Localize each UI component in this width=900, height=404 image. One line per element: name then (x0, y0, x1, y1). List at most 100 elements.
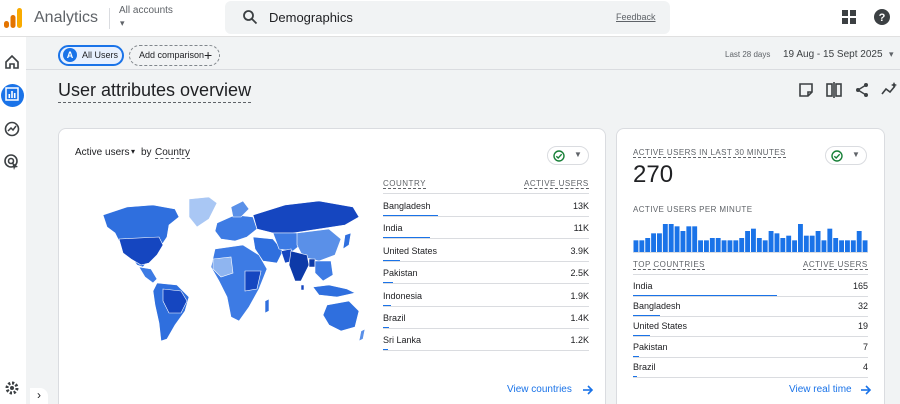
per-minute-bar[interactable] (839, 240, 845, 252)
per-minute-bar[interactable] (698, 240, 704, 252)
per-minute-bar[interactable] (668, 224, 674, 252)
arrow-right-icon[interactable] (860, 384, 872, 396)
per-minute-bar[interactable] (803, 235, 809, 252)
search-bar[interactable] (225, 1, 670, 34)
per-minute-bar[interactable] (715, 238, 721, 252)
table-row-divider (633, 356, 868, 358)
metric-selector[interactable]: Active users (75, 147, 130, 158)
per-minute-bar[interactable] (862, 240, 868, 252)
add-comparison-label: Add comparison (139, 50, 205, 60)
share-icon[interactable] (854, 82, 870, 98)
compare-icon[interactable] (826, 82, 842, 98)
table-row-name[interactable]: United States (633, 321, 688, 332)
date-range-label[interactable]: Last 28 days (725, 50, 771, 59)
per-minute-bar[interactable] (745, 231, 751, 252)
per-minute-bar[interactable] (662, 224, 668, 252)
col-header-realtime-users[interactable]: ACTIVE USERS (803, 260, 868, 270)
realtime-table-divider (633, 274, 868, 275)
per-minute-bar[interactable] (633, 240, 639, 252)
table-row-name[interactable]: India (383, 223, 403, 234)
table-row-name[interactable]: Bangladesh (383, 201, 431, 211)
per-minute-bar[interactable] (727, 240, 733, 252)
map-region-japan (342, 232, 352, 250)
explore-icon[interactable] (4, 121, 20, 137)
per-minute-bar[interactable] (833, 238, 839, 252)
settings-gear-icon[interactable] (4, 380, 20, 396)
per-minute-bar-chart[interactable] (633, 222, 868, 252)
per-minute-bar[interactable] (704, 240, 709, 252)
expand-nav-chevron-icon[interactable]: › (30, 388, 48, 404)
col-header-country[interactable]: COUNTRY (383, 179, 426, 189)
per-minute-bar[interactable] (674, 226, 680, 252)
per-minute-bar[interactable] (762, 240, 768, 252)
table-row-name[interactable]: Indonesia (383, 290, 423, 301)
per-minute-bar[interactable] (692, 226, 698, 252)
table-row-name[interactable]: Brazil (633, 361, 656, 372)
per-minute-bar[interactable] (721, 240, 727, 252)
per-minute-bar[interactable] (798, 224, 803, 252)
table-header-divider (383, 193, 589, 194)
table-row-name[interactable]: United States (383, 245, 438, 256)
date-range-value[interactable]: 19 Aug - 15 Sept 2025 (783, 49, 883, 60)
table-row-name[interactable]: Bangladesh (633, 301, 681, 312)
arrow-right-icon[interactable] (582, 384, 594, 396)
reports-icon[interactable] (5, 87, 19, 101)
by-label: by (141, 147, 152, 158)
analytics-logo-icon[interactable] (4, 8, 22, 28)
help-icon[interactable]: ? (874, 9, 890, 25)
col-header-top-countries[interactable]: TOP COUNTRIES (633, 260, 705, 270)
insights-icon[interactable] (881, 82, 897, 98)
add-comparison-button[interactable] (129, 45, 220, 66)
realtime-card-status-chip[interactable]: ▼ (825, 146, 867, 165)
table-row-divider (383, 305, 589, 307)
world-map[interactable] (97, 193, 365, 345)
table-row-value: 19 (857, 321, 868, 332)
per-minute-bar[interactable] (768, 231, 774, 252)
per-minute-bar[interactable] (774, 233, 780, 252)
view-real-time-link[interactable]: View real time (789, 384, 852, 395)
per-minute-bar[interactable] (733, 240, 739, 252)
table-row-name[interactable]: India (633, 281, 653, 291)
per-minute-bar[interactable] (756, 238, 762, 252)
per-minute-bar[interactable] (850, 240, 856, 252)
per-minute-bar[interactable] (809, 235, 815, 252)
per-minute-bar[interactable] (780, 238, 786, 252)
per-minute-bar[interactable] (651, 233, 657, 252)
map-region-europe (214, 214, 258, 242)
per-minute-bar[interactable] (856, 231, 862, 252)
per-minute-bar[interactable] (821, 240, 827, 252)
per-minute-bar[interactable] (657, 233, 662, 252)
view-countries-link[interactable]: View countries (507, 384, 572, 395)
table-row-name[interactable]: Pakistan (633, 341, 668, 352)
per-minute-bar[interactable] (686, 226, 692, 252)
customize-report-icon[interactable] (798, 82, 814, 98)
dimension-selector[interactable]: Country (155, 147, 191, 159)
per-minute-bar[interactable] (645, 238, 651, 252)
table-row-divider (633, 296, 868, 297)
per-minute-bar[interactable] (680, 231, 686, 252)
per-minute-bar[interactable] (639, 240, 645, 252)
per-minute-bar[interactable] (845, 240, 850, 252)
date-range-caret-icon[interactable]: ▾ (889, 49, 894, 59)
per-minute-bar[interactable] (792, 240, 798, 252)
col-header-active-users[interactable]: ACTIVE USERS (524, 179, 589, 189)
per-minute-bar[interactable] (751, 228, 756, 252)
per-minute-bar[interactable] (815, 231, 821, 252)
feedback-link[interactable]: Feedback (616, 12, 656, 22)
advertising-icon[interactable] (4, 154, 20, 170)
apps-grid-icon[interactable] (842, 10, 856, 24)
map-region-middle-east (252, 236, 284, 264)
table-row-name[interactable]: Brazil (383, 313, 406, 323)
metric-caret-icon[interactable]: ▾ (131, 147, 136, 156)
home-icon[interactable] (4, 54, 20, 70)
account-selector[interactable]: All accounts (119, 5, 173, 16)
account-caret-icon[interactable]: ▾ (120, 18, 125, 28)
per-minute-bar[interactable] (739, 238, 745, 252)
per-minute-bar[interactable] (709, 238, 715, 252)
per-minute-bar[interactable] (786, 235, 792, 252)
per-minute-bar[interactable] (827, 228, 833, 252)
search-input[interactable]: Demographics (269, 10, 353, 25)
table-row-name[interactable]: Pakistan (383, 268, 418, 279)
country-card-status-chip[interactable]: ▼ (547, 146, 589, 165)
table-row-name[interactable]: Sri Lanka (383, 335, 422, 346)
